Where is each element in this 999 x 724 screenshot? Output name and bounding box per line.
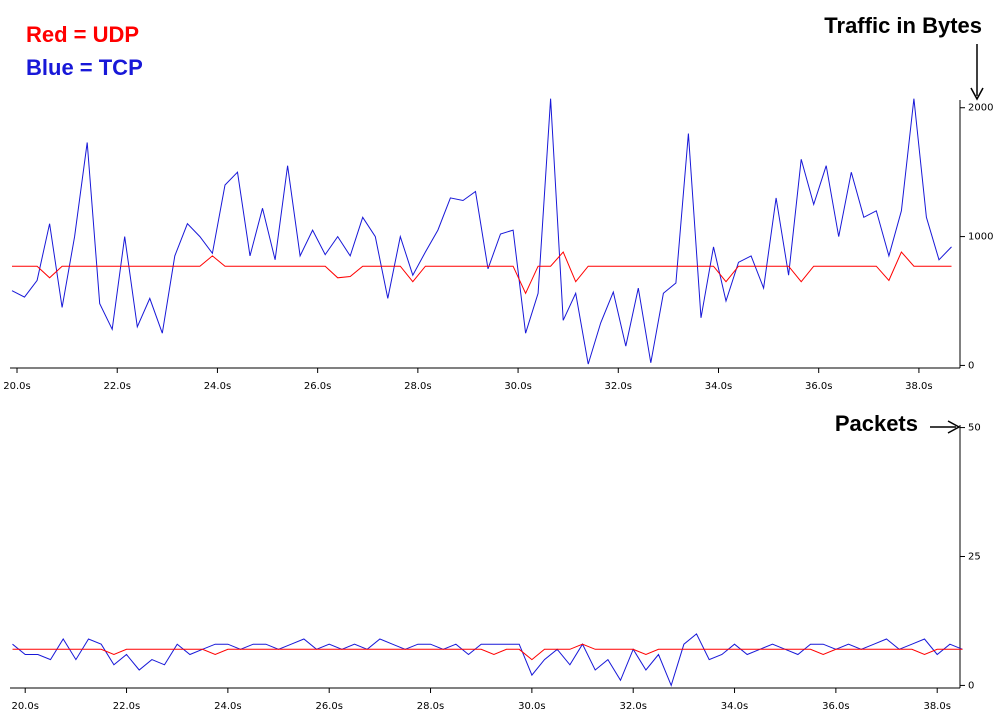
x-tick-label: 30.0s — [518, 701, 545, 712]
chart-title: Packets — [835, 411, 918, 436]
x-tick-label: 34.0s — [705, 381, 732, 392]
x-tick-label: 28.0s — [417, 701, 444, 712]
x-tick-label: 36.0s — [822, 701, 849, 712]
y-tick-label: 50 — [968, 423, 981, 434]
x-tick-label: 20.0s — [3, 381, 30, 392]
x-tick-label: 28.0s — [404, 381, 431, 392]
legend-entry: Red = UDP — [26, 22, 139, 47]
x-tick-label: 32.0s — [605, 381, 632, 392]
x-tick-label: 24.0s — [204, 381, 231, 392]
y-tick-label: 0 — [968, 680, 974, 691]
y-tick-label: 1000 — [968, 232, 993, 243]
y-tick-label: 0 — [968, 360, 974, 371]
x-tick-label: 26.0s — [304, 381, 331, 392]
series-line — [12, 643, 963, 661]
series-line — [12, 633, 963, 687]
x-tick-label: 22.0s — [113, 701, 140, 712]
legend-entry: Blue = TCP — [26, 55, 143, 80]
title-arrow-head — [947, 420, 961, 434]
title-arrow-head — [970, 87, 984, 101]
y-tick-label: 25 — [968, 552, 981, 563]
x-tick-label: 32.0s — [619, 701, 646, 712]
series-line — [12, 251, 952, 295]
x-tick-label: 20.0s — [11, 701, 38, 712]
x-tick-label: 38.0s — [923, 701, 950, 712]
x-tick-label: 24.0s — [214, 701, 241, 712]
x-tick-label: 22.0s — [103, 381, 130, 392]
x-tick-label: 34.0s — [721, 701, 748, 712]
x-tick-label: 38.0s — [905, 381, 932, 392]
chart-title: Traffic in Bytes — [824, 13, 982, 38]
x-tick-label: 36.0s — [805, 381, 832, 392]
x-tick-label: 30.0s — [504, 381, 531, 392]
y-tick-label: 2000 — [968, 103, 993, 114]
x-tick-label: 26.0s — [315, 701, 342, 712]
series-line — [11, 98, 952, 365]
